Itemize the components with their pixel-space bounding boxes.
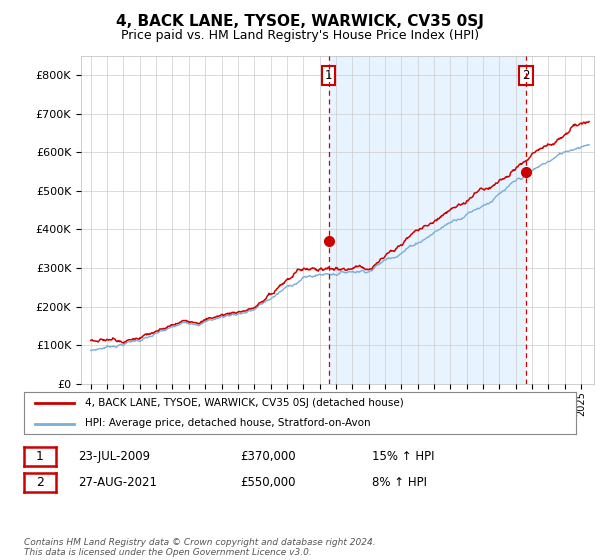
Text: 23-JUL-2009: 23-JUL-2009	[78, 450, 150, 463]
Text: 27-AUG-2021: 27-AUG-2021	[78, 476, 157, 489]
Text: HPI: Average price, detached house, Stratford-on-Avon: HPI: Average price, detached house, Stra…	[85, 418, 370, 428]
Text: 2: 2	[36, 476, 44, 489]
Text: 1: 1	[36, 450, 44, 463]
Text: 8% ↑ HPI: 8% ↑ HPI	[372, 476, 427, 489]
Text: 1: 1	[325, 69, 332, 82]
Text: £370,000: £370,000	[240, 450, 296, 463]
Text: 2: 2	[523, 69, 530, 82]
Text: £550,000: £550,000	[240, 476, 296, 489]
Text: Price paid vs. HM Land Registry's House Price Index (HPI): Price paid vs. HM Land Registry's House …	[121, 29, 479, 42]
Text: 15% ↑ HPI: 15% ↑ HPI	[372, 450, 434, 463]
Text: 4, BACK LANE, TYSOE, WARWICK, CV35 0SJ: 4, BACK LANE, TYSOE, WARWICK, CV35 0SJ	[116, 14, 484, 29]
Bar	[329, 56, 526, 384]
Text: Contains HM Land Registry data © Crown copyright and database right 2024.
This d: Contains HM Land Registry data © Crown c…	[24, 538, 376, 557]
Text: 4, BACK LANE, TYSOE, WARWICK, CV35 0SJ (detached house): 4, BACK LANE, TYSOE, WARWICK, CV35 0SJ (…	[85, 398, 403, 408]
